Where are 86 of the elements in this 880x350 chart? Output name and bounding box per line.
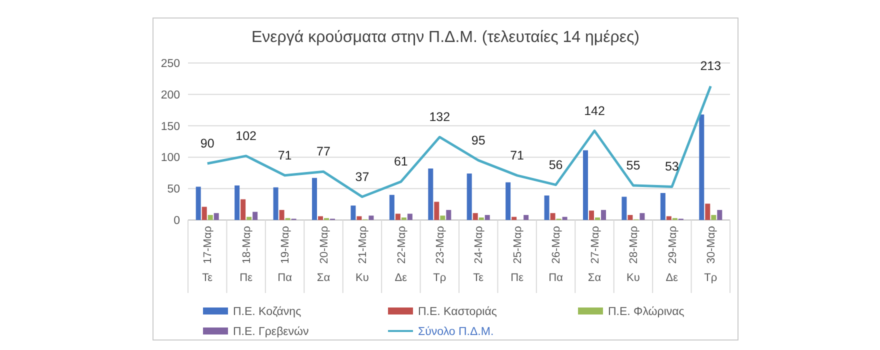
bar xyxy=(622,196,627,220)
bar xyxy=(246,216,252,220)
bar xyxy=(544,196,550,220)
data-label: 37 xyxy=(355,170,370,184)
x-tick-label: 30-Μαρ Τρ xyxy=(704,226,718,284)
bar xyxy=(196,186,201,220)
data-label: 55 xyxy=(626,158,640,172)
bar xyxy=(472,213,478,220)
legend-label: Π.Ε. Γρεβενών xyxy=(233,326,310,338)
bar xyxy=(484,214,490,220)
y-tick-label: 0 xyxy=(174,215,180,228)
data-label: 61 xyxy=(394,154,408,169)
bar xyxy=(240,199,246,220)
x-tick-label: 23-Μαρ Τρ xyxy=(433,226,446,284)
bar xyxy=(234,185,240,220)
legend-label: Π.Ε. Κοζάνης xyxy=(233,306,302,318)
x-tick-label: 21-Μαρ Κυ xyxy=(356,226,370,284)
bar xyxy=(252,212,258,220)
bar xyxy=(506,182,511,220)
bar xyxy=(350,206,356,220)
x-tick-label: 18-Μαρ Πε xyxy=(240,226,253,284)
data-label: 53 xyxy=(664,160,679,174)
bar xyxy=(524,214,529,220)
x-tick-label: 29-Μαρ Δε xyxy=(666,226,679,284)
x-tick-label: 17-Μαρ Τε xyxy=(202,226,214,284)
bar xyxy=(446,210,452,220)
x-tick-label: 19-Μαρ Πα xyxy=(278,226,293,284)
x-tick-label: 24-Μαρ Τε xyxy=(473,226,486,284)
bar xyxy=(214,213,219,220)
bar xyxy=(512,216,517,220)
bar xyxy=(273,187,278,220)
bar xyxy=(666,216,672,220)
bar xyxy=(318,216,323,220)
y-tick-label: 150 xyxy=(160,120,180,133)
data-label: 77 xyxy=(316,144,330,159)
bar xyxy=(660,192,666,220)
bar xyxy=(562,216,568,220)
x-tick-label: 26-Μαρ Πα xyxy=(548,226,564,284)
bar xyxy=(208,214,213,220)
chart-title: Ενεργά κρούσματα στην Π.Δ.Μ. (τελευταίες 14 ημέρες) xyxy=(252,29,640,46)
bar xyxy=(601,210,606,220)
bar xyxy=(202,206,207,220)
bar xyxy=(583,150,588,220)
x-tick-label: 28-Μαρ Κυ xyxy=(626,226,640,284)
bar xyxy=(389,194,394,220)
x-tick-label: 20-Μαρ Σα xyxy=(316,226,331,284)
bar xyxy=(640,213,645,220)
y-tick-label: 50 xyxy=(167,184,180,196)
legend-label: Π.Ε. Φλώρινας xyxy=(608,306,685,318)
y-tick-label: 200 xyxy=(160,89,180,102)
bar xyxy=(440,216,446,220)
bar xyxy=(428,168,434,220)
data-label: 71 xyxy=(510,148,524,162)
bar xyxy=(717,210,722,220)
bar xyxy=(434,202,440,220)
bar xyxy=(589,210,594,220)
data-label: 90 xyxy=(200,136,214,150)
bar xyxy=(628,214,633,220)
data-label: 95 xyxy=(471,133,486,148)
bar xyxy=(368,216,374,220)
data-label: 142 xyxy=(584,104,605,118)
data-label: 132 xyxy=(429,110,450,124)
x-tick-label: 25-Μαρ Πε xyxy=(510,226,524,284)
y-tick-label: 250 xyxy=(160,58,180,70)
bar xyxy=(595,217,600,220)
legend-label: Π.Ε. Καστοριάς xyxy=(418,306,498,318)
bar xyxy=(279,210,284,220)
bar xyxy=(711,214,716,220)
x-tick-label: 22-Μαρ Δε xyxy=(394,226,408,284)
bar xyxy=(312,178,317,220)
bar xyxy=(705,204,710,220)
bar xyxy=(401,217,406,220)
data-label: 102 xyxy=(236,128,257,143)
legend-label: Σύνολο Π.Δ.Μ. xyxy=(418,326,494,338)
bar xyxy=(466,174,472,220)
bar xyxy=(550,213,556,220)
y-tick-label: 100 xyxy=(160,152,180,164)
data-label: 56 xyxy=(548,158,563,172)
x-tick-label: 27-Μαρ Σα xyxy=(588,226,602,284)
bar xyxy=(356,216,362,220)
bar xyxy=(478,217,484,220)
bar xyxy=(395,214,400,220)
bar xyxy=(699,114,704,220)
data-label: 71 xyxy=(278,148,292,162)
data-label: 213 xyxy=(700,59,722,74)
bar xyxy=(407,214,412,220)
